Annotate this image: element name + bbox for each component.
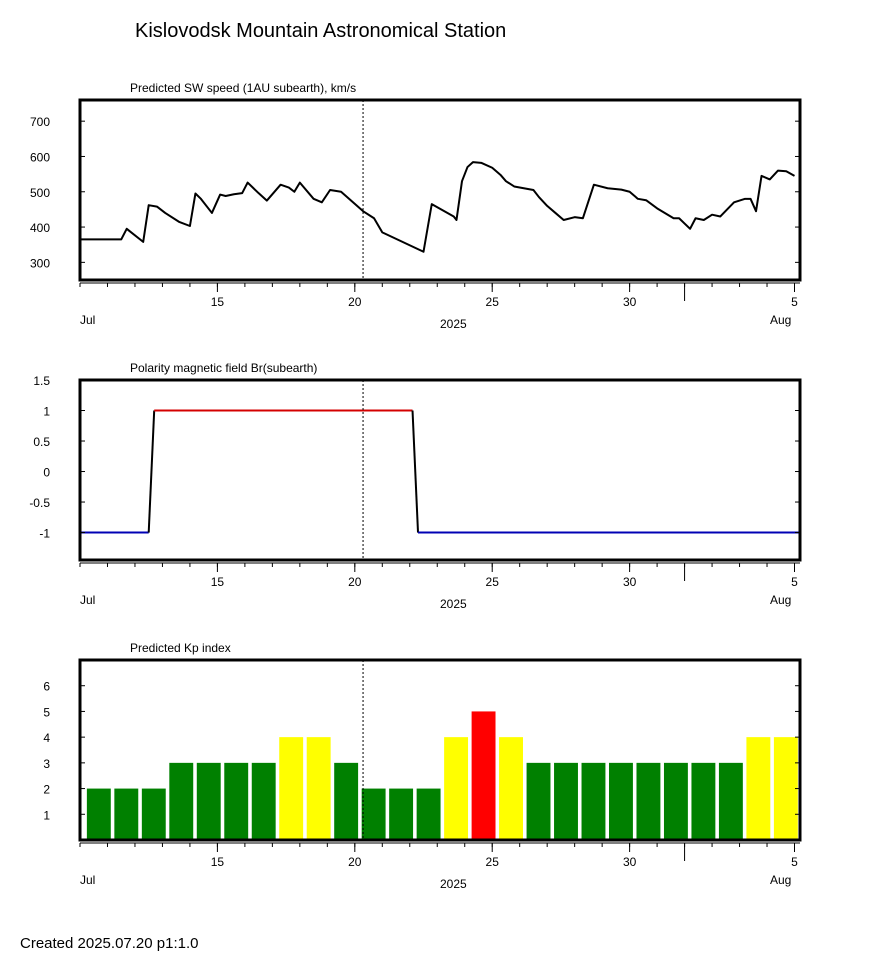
x-tick-label: 30 xyxy=(623,855,637,869)
kp-bar xyxy=(251,762,276,840)
kp-bar xyxy=(416,788,441,840)
y-tick-label: 600 xyxy=(30,150,50,164)
kp-bar xyxy=(554,762,578,840)
kp-bar xyxy=(718,762,743,840)
x-tick-label: 5 xyxy=(791,295,798,309)
sw-speed-chart-title: Predicted SW speed (1AU subearth), km/s xyxy=(130,81,357,95)
kp-bar xyxy=(334,762,359,840)
x-tick-label: 20 xyxy=(348,295,362,309)
plot-frame xyxy=(78,98,802,282)
y-tick-label: 6 xyxy=(43,680,50,694)
kp-bar xyxy=(609,762,633,840)
x-month-left: Jul xyxy=(80,593,95,607)
kp-bar xyxy=(471,711,496,840)
kp-bar xyxy=(691,762,716,840)
kp-bar xyxy=(581,762,606,840)
polarity-chart-title: Polarity magnetic field Br(subearth) xyxy=(130,361,318,375)
kp-bar xyxy=(361,788,386,840)
x-tick-label: 25 xyxy=(486,295,500,309)
kp-bar xyxy=(141,788,166,840)
y-tick-label: 1 xyxy=(43,808,50,822)
y-tick-label: 700 xyxy=(30,115,50,129)
kp-bar xyxy=(636,762,661,840)
plot-frame xyxy=(78,658,802,842)
y-tick-label: 4 xyxy=(43,731,50,745)
kp-bar xyxy=(444,737,469,840)
x-year-label: 2025 xyxy=(440,597,467,611)
plot-frame xyxy=(78,378,802,562)
x-month-left: Jul xyxy=(80,873,95,887)
x-tick-label: 15 xyxy=(211,575,225,589)
created-footer: Created 2025.07.20 p1:1.0 xyxy=(20,935,199,952)
y-tick-label: 1 xyxy=(43,405,50,419)
x-tick-label: 15 xyxy=(211,855,225,869)
kp-bar xyxy=(279,737,304,840)
x-month-right: Aug xyxy=(770,593,791,607)
kp-bar xyxy=(773,737,798,840)
y-tick-label: 0.5 xyxy=(33,435,50,449)
x-month-right: Aug xyxy=(770,873,791,887)
x-year-label: 2025 xyxy=(440,877,467,891)
y-tick-label: 400 xyxy=(30,221,50,235)
polarity-segment xyxy=(411,410,420,533)
kp-chart-title: Predicted Kp index xyxy=(130,641,231,655)
kp-bar xyxy=(196,762,221,840)
y-tick-label: 2 xyxy=(43,783,50,797)
y-tick-label: 3 xyxy=(43,757,50,771)
kp-bar xyxy=(114,788,139,840)
x-tick-label: 30 xyxy=(623,295,637,309)
kp-bar xyxy=(746,737,771,840)
y-tick-label: -1 xyxy=(39,527,50,541)
x-month-right: Aug xyxy=(770,313,791,327)
x-tick-label: 25 xyxy=(486,855,500,869)
sw-speed-line xyxy=(80,161,795,253)
kp-bar xyxy=(663,762,688,840)
polarity-segment xyxy=(147,410,156,533)
x-tick-label: 25 xyxy=(486,575,500,589)
y-tick-label: 0 xyxy=(43,466,50,480)
x-year-label: 2025 xyxy=(440,317,467,331)
kp-bar xyxy=(499,737,523,840)
kp-bar xyxy=(306,737,331,840)
y-tick-label: -0.5 xyxy=(29,496,50,510)
y-tick-label: 1.5 xyxy=(33,374,50,388)
x-tick-label: 15 xyxy=(211,295,225,309)
kp-bar xyxy=(86,788,111,840)
x-tick-label: 20 xyxy=(348,855,362,869)
kp-bar xyxy=(169,762,194,840)
x-tick-label: 30 xyxy=(623,575,637,589)
x-tick-label: 5 xyxy=(791,575,798,589)
page-title: Kislovodsk Mountain Astronomical Station xyxy=(135,20,507,42)
x-tick-label: 5 xyxy=(791,855,798,869)
kp-bar xyxy=(224,762,249,840)
kp-bar xyxy=(526,762,551,840)
x-month-left: Jul xyxy=(80,313,95,327)
y-tick-label: 300 xyxy=(30,256,50,270)
y-tick-label: 5 xyxy=(43,705,50,719)
x-tick-label: 20 xyxy=(348,575,362,589)
y-tick-label: 500 xyxy=(30,186,50,200)
kp-bar xyxy=(389,788,414,840)
